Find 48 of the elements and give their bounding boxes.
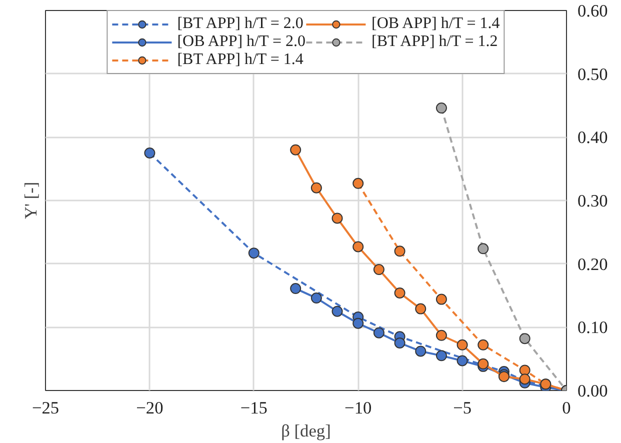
point: [436, 294, 447, 305]
point: [310, 292, 322, 304]
y-axis-title: Y' [-]: [22, 182, 40, 220]
point: [394, 287, 406, 298]
x-tick-label: 0: [562, 398, 571, 418]
y-tick-label: 0.00: [578, 382, 608, 400]
point: [373, 264, 384, 276]
x-tick-label: −5: [453, 398, 472, 418]
y-tick-label: 0.30: [578, 192, 608, 210]
point: [290, 283, 302, 294]
point: [373, 327, 384, 338]
point: [436, 102, 447, 114]
point: [478, 339, 489, 350]
point: [352, 241, 364, 252]
x-tick-label: −25: [32, 398, 60, 418]
point: [310, 182, 322, 194]
point: [332, 306, 343, 317]
legend-label: [OB APP] h/T = 1.4: [372, 15, 500, 33]
point: [144, 148, 156, 158]
point: [519, 333, 530, 344]
point: [332, 212, 343, 224]
legend-label: [OB APP] h/T = 2.0: [177, 33, 306, 51]
point: [415, 346, 426, 357]
point: [248, 248, 260, 259]
point: [394, 246, 406, 257]
y-tick-label: 0.50: [578, 64, 608, 84]
point: [352, 318, 364, 329]
y-tick-label: 0.10: [578, 318, 608, 338]
x-tick-label: −15: [240, 398, 268, 418]
point: [415, 303, 426, 314]
point: [394, 338, 406, 348]
y-tick-label: 0.40: [578, 128, 608, 148]
y-tick-label: 0.20: [578, 254, 608, 274]
legend-label: [BT APP] h/T = 1.4: [177, 51, 304, 69]
point: [456, 339, 468, 350]
point: [352, 178, 364, 189]
legend-label: [BT APP] h/T = 1.2: [372, 33, 498, 51]
point: [436, 350, 447, 362]
point: [436, 330, 447, 341]
point: [290, 144, 302, 156]
point: [519, 364, 530, 376]
point: [478, 243, 489, 254]
legend-label: [BT APP] h/T = 2.0: [177, 15, 304, 33]
y-tick-label: 0.60: [578, 2, 608, 20]
x-tick-label: −10: [344, 398, 372, 418]
point: [456, 355, 468, 366]
x-tick-label: −20: [136, 398, 164, 418]
x-axis-title: β [deg]: [281, 422, 331, 440]
